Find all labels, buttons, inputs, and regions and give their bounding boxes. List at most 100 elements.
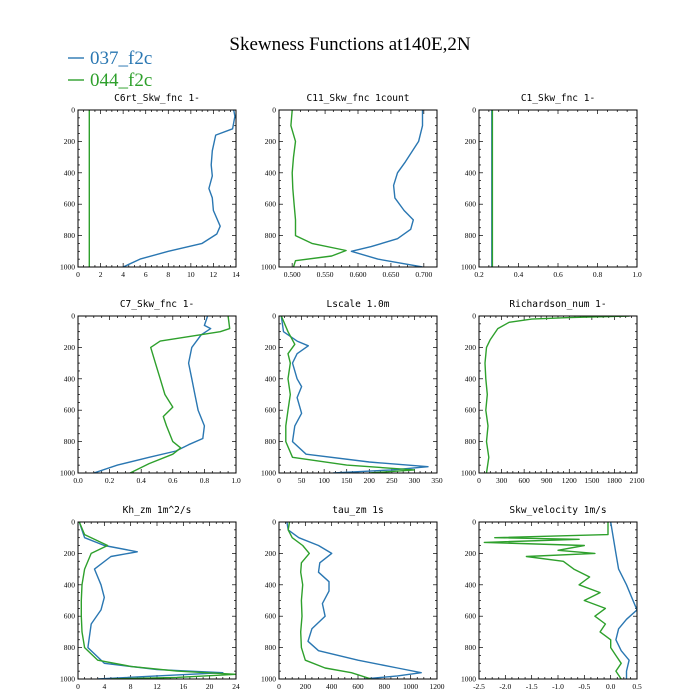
x-tick-label: 0: [76, 270, 80, 279]
series-line: [484, 316, 630, 473]
x-tick-label: 0.0: [606, 682, 616, 691]
y-tick-label: 400: [465, 168, 477, 177]
figure-title: Skewness Functions at140E,2N: [229, 34, 470, 55]
panel-title: C6rt_Skw_fnc 1-: [114, 93, 200, 104]
panel-frame: [77, 315, 237, 474]
x-tick-label: 1.0: [632, 270, 642, 279]
panel-frame: [77, 521, 237, 680]
y-tick-label: 0: [71, 106, 75, 115]
x-tick-label: 0: [477, 476, 481, 485]
x-tick-label: 1000: [403, 682, 418, 691]
x-tick-label: 300: [409, 476, 421, 485]
x-tick-label: 0.550: [317, 270, 334, 279]
series-line: [93, 316, 212, 473]
y-tick-label: 0: [71, 312, 75, 321]
y-tick-label: 800: [265, 437, 277, 446]
x-tick-label: 1800: [607, 476, 622, 485]
x-tick-label: 900: [541, 476, 553, 485]
x-tick-label: 0.8: [200, 476, 210, 485]
x-tick-label: 8: [166, 270, 170, 279]
x-tick-label: 4: [102, 682, 106, 691]
legend-label: 037_f2c: [90, 48, 152, 69]
x-tick-label: 0.6: [168, 476, 178, 485]
y-tick-label: 200: [465, 137, 477, 146]
y-tick-label: 200: [64, 549, 76, 558]
y-tick-label: 600: [64, 200, 76, 209]
x-tick-label: 14: [232, 270, 240, 279]
panel-frame: [278, 109, 438, 268]
x-tick-label: 16: [180, 682, 188, 691]
y-tick-label: 400: [265, 168, 277, 177]
x-tick-label: 0.6: [553, 270, 563, 279]
x-tick-label: -0.5: [578, 682, 590, 691]
x-tick-label: -2.0: [499, 682, 511, 691]
x-tick-label: 300: [496, 476, 508, 485]
x-tick-label: 1500: [584, 476, 599, 485]
y-tick-label: 0: [472, 312, 476, 321]
y-tick-label: 0: [472, 518, 476, 527]
y-tick-label: 1000: [461, 469, 476, 478]
x-tick-label: 0.4: [137, 476, 147, 485]
y-tick-label: 400: [64, 168, 76, 177]
y-tick-label: 600: [64, 406, 76, 415]
x-tick-label: 100: [319, 476, 331, 485]
y-tick-label: 600: [64, 612, 76, 621]
panel-title: Richardson_num 1-: [509, 299, 606, 310]
y-tick-label: 800: [465, 231, 477, 240]
y-tick-label: 600: [265, 200, 277, 209]
y-tick-label: 800: [64, 231, 76, 240]
y-tick-label: 600: [265, 406, 277, 415]
x-tick-label: 2: [99, 270, 103, 279]
y-tick-label: 1000: [261, 263, 276, 272]
y-tick-label: 1000: [60, 675, 75, 684]
y-tick-label: 600: [265, 612, 277, 621]
series-line: [122, 110, 236, 267]
y-tick-label: 400: [265, 374, 277, 383]
x-tick-label: 0.600: [350, 270, 367, 279]
x-tick-label: 600: [519, 476, 531, 485]
y-tick-label: 600: [465, 406, 477, 415]
x-tick-label: 50: [298, 476, 306, 485]
x-tick-label: 0.0: [73, 476, 83, 485]
y-tick-label: 200: [465, 343, 477, 352]
x-tick-label: 20: [206, 682, 214, 691]
y-tick-label: 1000: [461, 263, 476, 272]
y-tick-label: 600: [465, 612, 477, 621]
x-tick-label: 0.500: [284, 270, 301, 279]
panel-frame: [478, 315, 638, 474]
panel: C11_Skw_fnc 1count 0 200 400 600 800 1000 0.500…: [261, 93, 438, 279]
series-line: [287, 522, 372, 679]
x-tick-label: 1.0: [231, 476, 241, 485]
x-tick-label: 0.8: [593, 270, 603, 279]
y-tick-label: 1000: [60, 263, 75, 272]
y-tick-label: 800: [465, 643, 477, 652]
x-tick-label: 6: [144, 270, 148, 279]
x-tick-label: 10: [187, 270, 195, 279]
x-tick-label: -2.5: [473, 682, 485, 691]
x-tick-label: 0.5: [632, 682, 642, 691]
series-line: [78, 522, 224, 679]
x-tick-label: 0.700: [415, 270, 432, 279]
series-line: [610, 522, 637, 679]
y-tick-label: 800: [64, 643, 76, 652]
x-tick-label: 200: [364, 476, 376, 485]
y-tick-label: 200: [64, 343, 76, 352]
x-tick-label: 0.650: [382, 270, 399, 279]
x-tick-label: -1.0: [552, 682, 564, 691]
x-tick-label: 800: [379, 682, 391, 691]
y-tick-label: 200: [265, 137, 277, 146]
x-tick-label: 0.2: [105, 476, 115, 485]
y-tick-label: 0: [472, 106, 476, 115]
y-tick-label: 600: [465, 200, 477, 209]
legend-label: 044_f2c: [90, 70, 152, 91]
series-line: [286, 522, 422, 679]
x-tick-label: 0: [277, 476, 281, 485]
y-tick-label: 400: [465, 580, 477, 589]
x-tick-label: 12: [153, 682, 161, 691]
